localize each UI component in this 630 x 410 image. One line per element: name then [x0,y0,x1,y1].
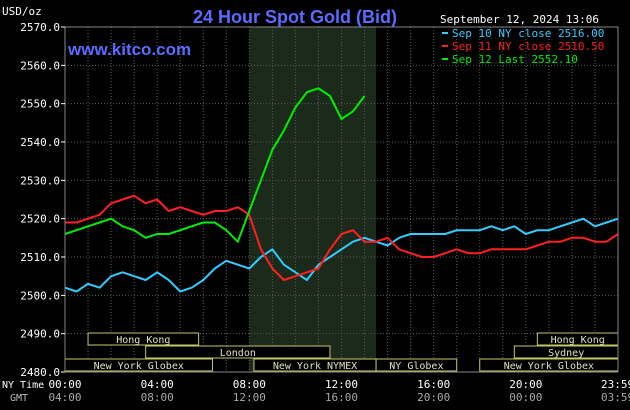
x-axis-label-gmt: GMT [10,393,28,404]
session-label: New York Globex [504,361,594,372]
session-box [145,345,331,359]
x-tick-label-ny: 23:59 [601,378,630,391]
website-label: www.kitco.com [67,40,191,59]
session-label: New York NYMEX [273,361,357,372]
session-label: Hong Kong [551,335,605,346]
x-tick-label-gmt: 03:59 [601,391,630,404]
session-box [375,358,458,372]
y-tick-label: 2520.0 [20,213,60,226]
x-tick-label-ny: 08:00 [233,378,266,391]
chart-title: 24 Hour Spot Gold (Bid) [193,7,397,27]
x-tick-label-gmt: 12:00 [233,391,266,404]
y-tick-label: 2530.0 [20,174,60,187]
plot-frame [64,26,619,373]
y-tick-label: 2560.0 [20,59,60,72]
x-tick-label-ny: 20:00 [509,378,542,391]
x-tick-label-gmt: 04:00 [48,391,81,404]
legend-entry: Sep 10 NY close 2516.00 [452,27,604,40]
y-tick-label: 2510.0 [20,251,60,264]
session-label: Sydney [548,348,584,359]
session-label: NY Globex [389,361,443,372]
x-tick-label-gmt: 08:00 [141,391,174,404]
legend-entry: Sep 11 NY close 2510.50 [452,40,604,53]
x-tick-label-ny: 16:00 [417,378,450,391]
session-label: Hong Kong [116,335,170,346]
series-line-1 [64,217,619,293]
series-line-2 [65,194,619,281]
y-axis-unit-label: USD/oz [2,5,42,18]
x-tick-label-ny: 12:00 [325,378,358,391]
y-tick-label: 2480.0 [20,366,60,379]
x-tick-label-ny: 00:00 [48,378,81,391]
legend-entry: Sep 12 Last 2552.10 [452,53,578,66]
nymex-session-band [249,27,377,372]
x-tick-label-gmt: 16:00 [325,391,358,404]
session-label: New York Globex [94,361,184,372]
series-line-3 [64,87,366,243]
x-tick-label-ny: 04:00 [141,378,174,391]
date-label: September 12, 2024 13:06 [440,13,599,26]
x-tick-label-gmt: 00:00 [509,391,542,404]
x-tick-label-gmt: 20:00 [417,391,450,404]
x-axis-label-ny: NY Time [2,380,44,391]
session-label: London [220,348,256,359]
y-tick-label: 2570.0 [20,21,60,34]
session-box [87,332,200,346]
y-tick-label: 2550.0 [20,98,60,111]
y-tick-label: 2540.0 [20,136,60,149]
y-tick-label: 2490.0 [20,328,60,341]
y-tick-label: 2500.0 [20,289,60,302]
